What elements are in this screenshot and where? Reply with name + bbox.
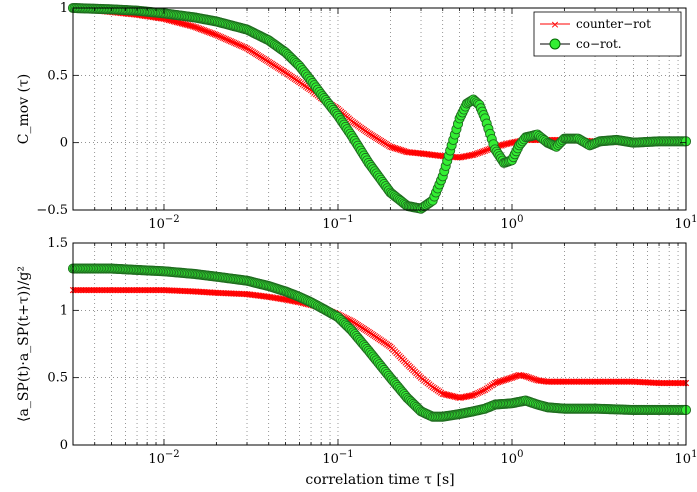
data-point-counter-rot xyxy=(478,148,485,156)
data-point-counter-rot xyxy=(525,374,533,381)
data-point-counter-rot xyxy=(471,391,479,398)
x-tick-label: 10−1 xyxy=(322,449,353,467)
data-point-counter-rot xyxy=(524,373,531,381)
data-point-counter-rot xyxy=(237,42,244,49)
y-tick-label: 0.5 xyxy=(47,68,68,83)
data-point-counter-rot xyxy=(230,39,238,46)
data-point-counter-rot xyxy=(211,31,218,38)
x-tick-label: 101 xyxy=(675,214,697,232)
data-point-counter-rot xyxy=(235,41,243,49)
top-panel: −0.5 0 0.5 1 10−2 10−1 100 101 C_mov (τ) × coun… xyxy=(16,1,697,232)
data-point-counter-rot xyxy=(216,33,223,40)
data-point-counter-rot xyxy=(475,149,482,157)
x-tick-label: 10−1 xyxy=(322,214,353,232)
data-point-counter-rot xyxy=(473,390,480,397)
bottom-series xyxy=(67,263,692,422)
data-point-counter-rot xyxy=(232,40,239,47)
data-point-counter-rot xyxy=(240,43,247,51)
data-point-counter-rot xyxy=(229,38,236,46)
x-tick-label: 10−2 xyxy=(148,449,179,467)
y-tick-label: 0 xyxy=(60,136,68,151)
data-point-counter-rot xyxy=(221,35,228,42)
data-point-counter-rot xyxy=(234,40,241,48)
bottom-panel: 0 0.5 1 1.5 10−2 10−1 100 101 ⟨a_SP(t)·a_SP(t+τ… xyxy=(16,236,697,488)
data-point-counter-rot xyxy=(470,392,477,399)
data-point-counter-rot xyxy=(213,31,220,39)
legend-marker-co-rot xyxy=(549,38,561,50)
data-point-counter-rot xyxy=(470,151,477,158)
data-point-counter-rot xyxy=(480,387,487,394)
data-point-counter-rot xyxy=(239,43,246,50)
y-tick-label: 0.5 xyxy=(47,371,68,386)
data-point-counter-rot xyxy=(527,374,534,382)
data-point-counter-rot xyxy=(224,36,231,44)
data-point-counter-rot xyxy=(218,33,225,41)
y-tick-label: −0.5 xyxy=(36,203,68,218)
top-y-axis-label: C_mov (τ) xyxy=(16,74,32,144)
x-tick-label: 100 xyxy=(501,449,524,467)
bottom-axis-ticks: 0 0.5 1 1.5 10−2 10−1 100 101 xyxy=(47,236,697,467)
x-tick-label: 100 xyxy=(501,214,524,232)
data-point-counter-rot xyxy=(481,147,489,154)
data-point-counter-rot xyxy=(242,44,249,51)
data-point-counter-rot xyxy=(483,146,490,154)
data-point-counter-rot xyxy=(529,375,536,382)
legend-box xyxy=(533,11,682,57)
bottom-y-axis-label: ⟨a_SP(t)·a_SP(t+τ)⟩/g² xyxy=(16,266,32,422)
data-point-counter-rot xyxy=(214,32,222,39)
data-point-counter-rot xyxy=(227,38,235,45)
top-series xyxy=(67,2,692,214)
x-axis-label: correlation time τ [s] xyxy=(305,472,454,488)
legend: × counter−rot co−rot. xyxy=(533,11,682,57)
y-tick-label: 1 xyxy=(60,303,68,318)
data-point-counter-rot xyxy=(478,388,485,395)
y-tick-label: 1 xyxy=(60,1,68,16)
data-point-counter-rot xyxy=(476,388,484,396)
legend-label-co-rot: co−rot. xyxy=(576,37,622,51)
y-tick-label: 0 xyxy=(60,438,68,453)
top-axis-ticks: −0.5 0 0.5 1 10−2 10−1 100 101 xyxy=(36,1,697,232)
data-point-counter-rot xyxy=(480,148,487,155)
bottom-plot-frame xyxy=(72,242,687,446)
data-point-counter-rot xyxy=(219,34,226,41)
top-plot-frame xyxy=(72,7,687,211)
data-point-counter-rot xyxy=(475,389,482,397)
x-tick-label: 101 xyxy=(675,449,697,467)
data-point-counter-rot xyxy=(530,376,538,383)
data-point-counter-rot xyxy=(226,37,233,44)
data-point-counter-rot xyxy=(473,150,480,157)
data-point-counter-rot xyxy=(522,373,529,380)
legend-marker-counter-rot: × xyxy=(550,18,559,31)
data-point-counter-rot xyxy=(222,36,230,43)
legend-label-counter-rot: counter−rot xyxy=(576,17,651,31)
y-tick-label: 1.5 xyxy=(47,236,68,251)
data-point-counter-rot xyxy=(476,149,484,156)
x-tick-label: 10−2 xyxy=(148,214,179,232)
data-point-counter-rot xyxy=(471,151,479,158)
